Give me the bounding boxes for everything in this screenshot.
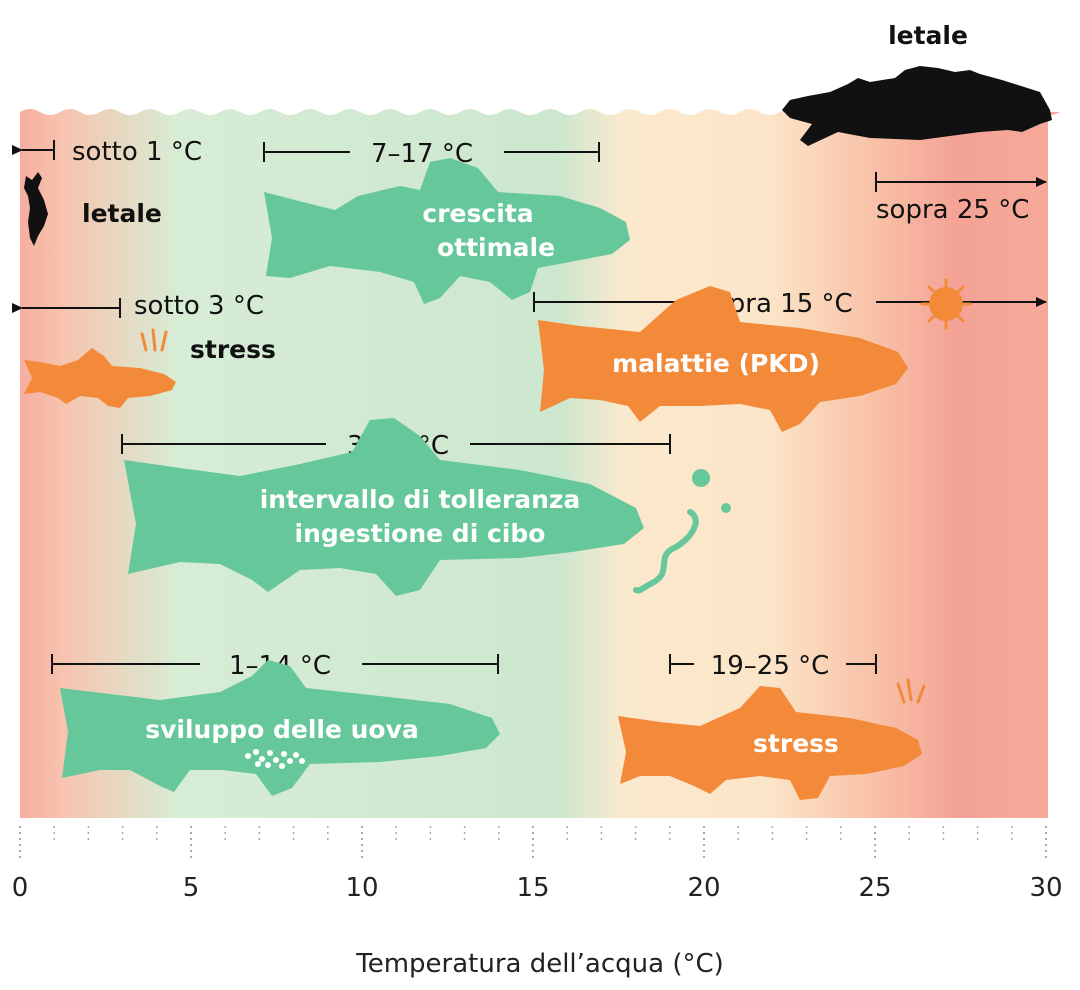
disease-fish-text: malattie (PKD) <box>612 349 820 378</box>
stress-lines-icon <box>140 328 168 352</box>
tick-label: 0 <box>12 873 29 903</box>
heat-stress-fish-text: stress <box>753 729 839 758</box>
heat-stress-range <box>669 654 877 674</box>
optimal-growth-range <box>263 142 600 162</box>
optimal-growth-fish-text-1: crescita <box>422 199 533 228</box>
tick-label: 30 <box>1029 873 1062 903</box>
cold-stress-side-label: stress <box>190 335 276 364</box>
heat-stress-lines-icon <box>896 678 926 704</box>
cold-stress-range-label: sotto 3 °C <box>134 291 264 321</box>
eggs-icon <box>245 749 305 769</box>
lethal-hot-fish-icon <box>782 66 1052 146</box>
tolerance-fish-text-1: intervallo di tolleranza <box>260 485 581 514</box>
x-axis: 0 5 10 15 20 25 30 <box>12 826 1063 903</box>
lethal-cold-fish-icon <box>24 172 48 246</box>
worm-food-icon <box>633 469 731 594</box>
virus-icon <box>920 278 972 330</box>
x-axis-title: Temperatura dell’acqua (°C) <box>355 949 724 979</box>
heat-stress-range-label: 19–25 °C <box>711 651 830 681</box>
tolerance-range <box>121 434 671 454</box>
tick-label: 5 <box>183 873 200 903</box>
tolerance-fish-text-2: ingestione di cibo <box>295 519 546 548</box>
cold-lethal-range-label: sotto 1 °C <box>72 137 202 167</box>
tick-label: 15 <box>516 873 549 903</box>
eggs-fish-text: sviluppo delle uova <box>145 715 419 744</box>
eggs-range <box>51 654 499 674</box>
tolerance-fish-icon <box>124 418 644 596</box>
tick-label: 20 <box>687 873 720 903</box>
water-background <box>20 109 1060 818</box>
heat-stress-fish-icon <box>618 686 922 800</box>
tick-label: 10 <box>345 873 378 903</box>
cold-lethal-side-label: letale <box>82 199 162 228</box>
eggs-fish-icon <box>60 660 500 796</box>
disease-fish-icon <box>538 286 908 432</box>
tick-label: 25 <box>858 873 891 903</box>
top-lethal-label: letale <box>888 21 968 50</box>
hot-lethal-range-label: sopra 25 °C <box>876 195 1029 225</box>
optimal-growth-fish-icon <box>264 158 630 304</box>
optimal-growth-fish-text-2: ottimale <box>437 233 555 262</box>
cold-stress-fish-icon <box>24 348 176 408</box>
